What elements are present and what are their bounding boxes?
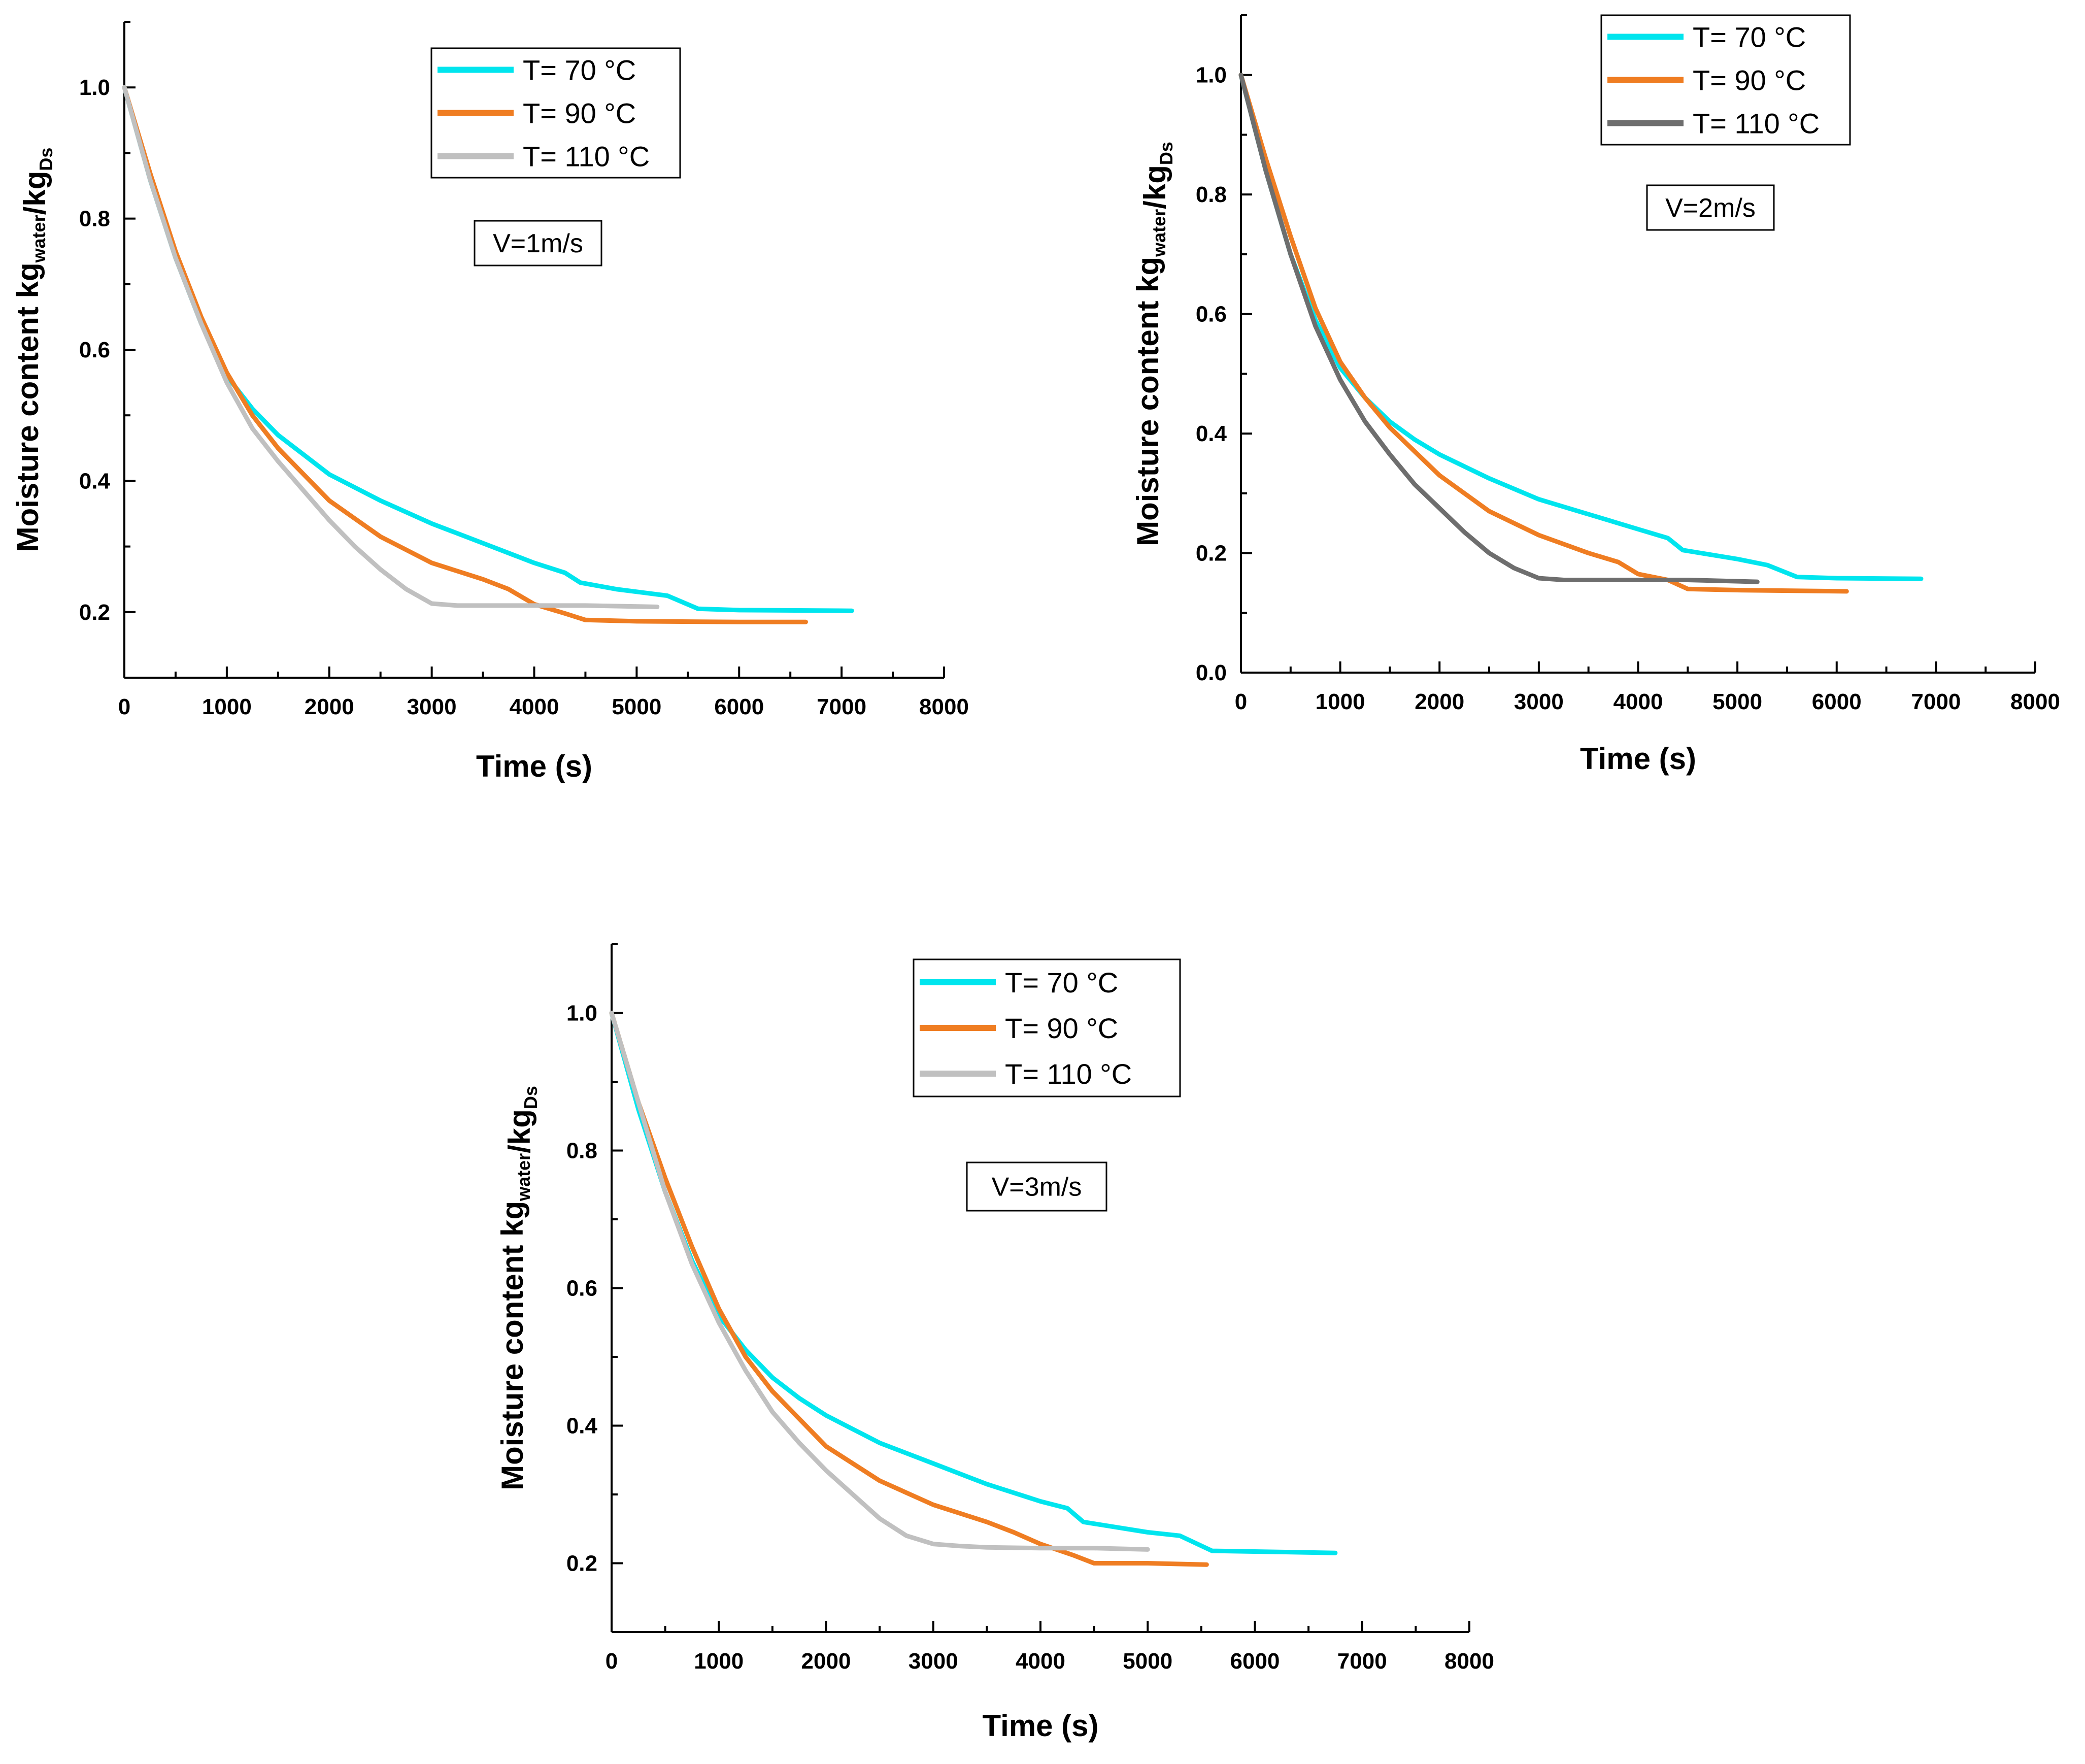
- chart-v3: 0 1000 2000 3000 4000 5000 6000 7000 8000 0.2 0.4 0…: [495, 943, 1494, 1743]
- annotation-box: [966, 1161, 1107, 1212]
- y-tick-label: 0.6: [1196, 302, 1227, 327]
- legend-label: T= 70 °C: [1693, 21, 1806, 53]
- y-tick-label: 0.4: [566, 1414, 598, 1439]
- y-tick-label: 0.4: [1196, 421, 1227, 446]
- x-tick-label: 2000: [305, 694, 354, 719]
- x-tick-label: 3000: [1514, 689, 1564, 714]
- x-tick-label: 4000: [1016, 1649, 1065, 1674]
- y-tick-label: 0.0: [1196, 660, 1227, 685]
- series-line-1: [122, 85, 808, 624]
- x-tick-label: 5000: [1712, 689, 1762, 714]
- x-axis-title: Time (s): [1580, 742, 1696, 776]
- legend-label: T= 90 °C: [1693, 64, 1806, 96]
- x-tick-label: 7000: [817, 694, 866, 719]
- x-tick-label: 1000: [694, 1649, 744, 1674]
- chart-v1: 0 1000 2000 3000 4000 5000 6000 7000 8000 0.2 0.4 0…: [11, 21, 969, 783]
- x-tick-label: 0: [606, 1649, 618, 1674]
- series-line-2: [122, 85, 660, 609]
- x-tick-label: 3000: [909, 1649, 958, 1674]
- series-line-2: [1238, 73, 1760, 584]
- y-tick-label: 0.6: [566, 1276, 597, 1301]
- y-tick-label: 0.8: [1196, 182, 1227, 207]
- x-tick-label: 3000: [407, 694, 457, 719]
- x-tick-label: 8000: [919, 694, 969, 719]
- x-tick-label: 2000: [801, 1649, 851, 1674]
- legend-label: T= 90 °C: [1005, 1012, 1118, 1044]
- legend-label: T= 110 °C: [523, 141, 650, 173]
- x-tick-label: 8000: [1444, 1649, 1494, 1674]
- y-tick-label: 1.0: [566, 1001, 597, 1026]
- chart-v2: 0 1000 2000 3000 4000 5000 6000 7000 8000 0.0 0.2 0…: [1131, 14, 2060, 776]
- series-line-1: [1238, 73, 1849, 594]
- y-tick-label: 0.4: [79, 469, 111, 493]
- x-tick-label: 5000: [612, 694, 661, 719]
- series-line-0: [1238, 73, 1924, 581]
- y-tick-label: 0.8: [79, 207, 110, 231]
- y-tick-label: 1.0: [1196, 63, 1227, 88]
- x-tick-label: 0: [118, 694, 130, 719]
- annotation-box: [1646, 184, 1775, 231]
- legend: T= 70 °C T= 90 °C T= 110 °C: [430, 47, 681, 179]
- x-tick-label: 4000: [510, 694, 559, 719]
- x-tick-label: 6000: [714, 694, 764, 719]
- y-tick-label: 0.8: [566, 1139, 597, 1163]
- x-axis-title: Time (s): [983, 1709, 1099, 1743]
- legend-label: T= 70 °C: [523, 54, 636, 86]
- x-tick-label: 7000: [1911, 689, 1961, 714]
- series-line-1: [609, 1011, 1209, 1567]
- legend: T= 70 °C T= 90 °C T= 110 °C: [1600, 14, 1851, 146]
- legend-label: T= 90 °C: [523, 97, 636, 129]
- x-tick-label: 7000: [1337, 1649, 1387, 1674]
- legend-label: T= 70 °C: [1005, 967, 1118, 999]
- y-tick-label: 0.6: [79, 338, 110, 362]
- x-tick-label: 1000: [202, 694, 252, 719]
- annotation-label: V=1m/s: [493, 229, 583, 258]
- y-tick-label: 0.2: [79, 600, 110, 625]
- x-tick-label: 6000: [1230, 1649, 1280, 1674]
- series-line-2: [609, 1011, 1150, 1552]
- legend-label: T= 110 °C: [1693, 108, 1820, 140]
- x-tick-label: 2000: [1415, 689, 1464, 714]
- x-tick-label: 6000: [1812, 689, 1862, 714]
- y-tick-label: 1.0: [79, 75, 110, 100]
- legend-label: T= 110 °C: [1005, 1058, 1132, 1090]
- legend: T= 70 °C T= 90 °C T= 110 °C: [913, 958, 1181, 1097]
- x-tick-label: 0: [1235, 689, 1247, 714]
- y-axis-title: Moisture content kgwater/kgDs: [1131, 142, 1176, 546]
- y-tick-label: 0.2: [566, 1551, 597, 1576]
- annotation-label: V=3m/s: [992, 1173, 1082, 1202]
- x-tick-label: 8000: [2010, 689, 2060, 714]
- x-axis-title: Time (s): [476, 749, 592, 783]
- x-tick-label: 5000: [1123, 1649, 1172, 1674]
- x-tick-label: 1000: [1316, 689, 1365, 714]
- y-axis-title: Moisture content kgwater/kgDs: [11, 148, 56, 552]
- y-tick-label: 0.2: [1196, 541, 1227, 566]
- annotation-box: [474, 220, 602, 267]
- annotation-label: V=2m/s: [1665, 193, 1756, 223]
- y-axis-title: Moisture content kgwater/kgDs: [495, 1086, 541, 1490]
- x-tick-label: 4000: [1613, 689, 1663, 714]
